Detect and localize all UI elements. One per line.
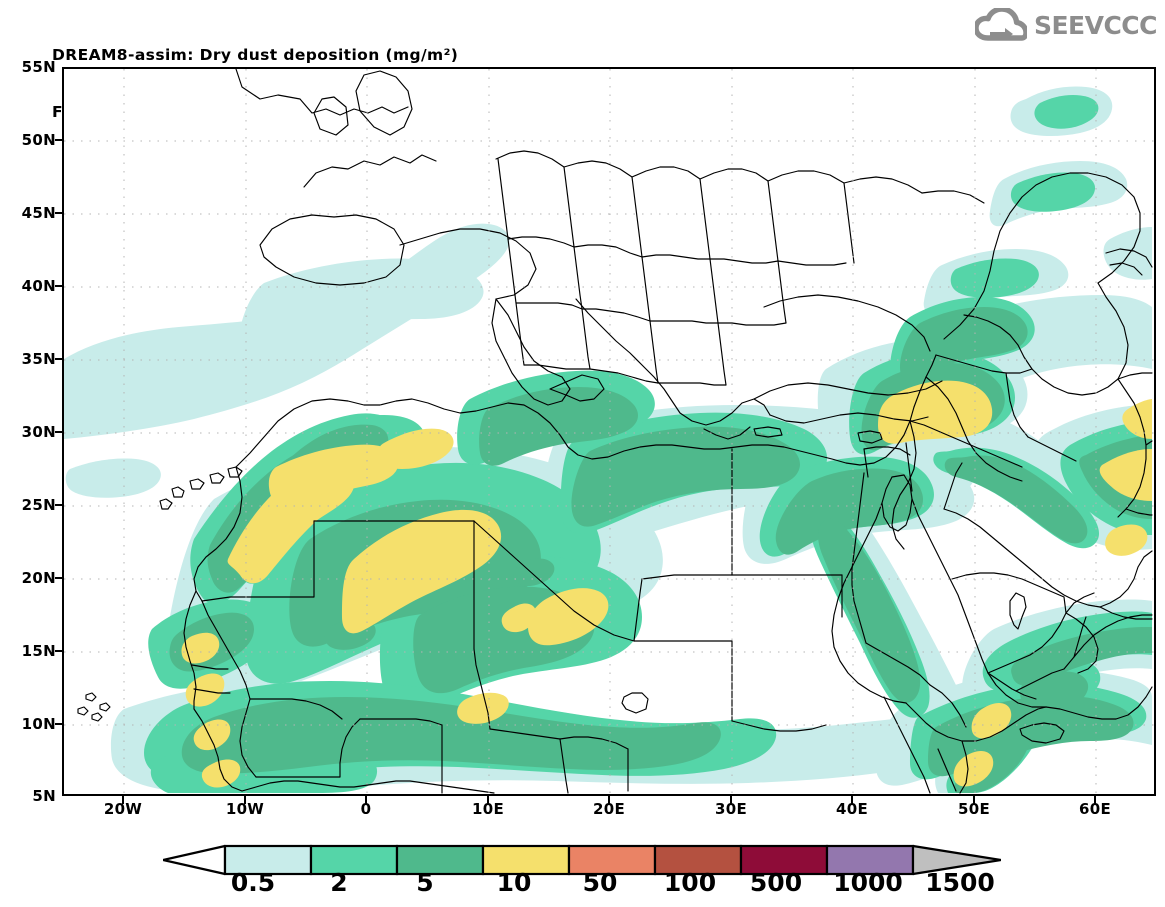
seevccc-logo-text: SEEVCCC — [1033, 10, 1158, 40]
y-tick-mark — [55, 504, 64, 506]
colorbar-band-10-50 — [481, 844, 571, 876]
map-plot-area[interactable] — [62, 67, 1156, 796]
colorbar-band-1000-1500 — [825, 844, 915, 876]
x-tick-mark — [122, 795, 124, 804]
colorbar-label-5: 5 — [416, 868, 434, 897]
y-axis-label-15N: 15N — [21, 642, 56, 660]
x-axis-label-30E: 30E — [714, 800, 748, 818]
y-axis-label-40N: 40N — [21, 277, 56, 295]
x-tick-mark — [365, 795, 367, 804]
y-axis-label-55N: 55N — [21, 58, 56, 76]
y-axis-label-10N: 10N — [21, 715, 56, 733]
seevccc-logo: SEEVCCC — [974, 8, 1158, 42]
x-tick-mark — [1094, 795, 1096, 804]
x-tick-mark — [487, 795, 489, 804]
cloud-arrow-icon — [974, 8, 1027, 41]
y-axis-label-50N: 50N — [21, 131, 56, 149]
x-axis-label-10W: 10W — [225, 800, 265, 818]
colorbar-label-50: 50 — [582, 868, 618, 897]
x-axis-label-60E: 60E — [1078, 800, 1112, 818]
x-axis-label-50E: 50E — [957, 800, 991, 818]
dust-deposition-field — [64, 69, 1154, 794]
x-tick-mark — [973, 795, 975, 804]
y-axis-label-35N: 35N — [21, 350, 56, 368]
y-axis-label-5N: 5N — [32, 787, 56, 805]
x-tick-mark — [244, 795, 246, 804]
y-tick-mark — [55, 650, 64, 652]
y-tick-mark — [55, 139, 64, 141]
x-tick-mark — [851, 795, 853, 804]
colorbar-label-1000: 1000 — [833, 868, 903, 897]
x-tick-mark — [608, 795, 610, 804]
y-axis-label-45N: 45N — [21, 204, 56, 222]
colorbar-label-1500: 1500 — [925, 868, 995, 897]
x-axis-label-40E: 40E — [835, 800, 869, 818]
header-title-line: DREAM8-assim: Dry dust deposition (mg/m²… — [52, 46, 459, 64]
colorbar-swatches — [161, 844, 1003, 876]
y-tick-mark — [55, 577, 64, 579]
y-axis-label-30N: 30N — [21, 423, 56, 441]
y-tick-mark — [55, 285, 64, 287]
colorbar[interactable] — [161, 844, 1003, 876]
colorbar-tick-labels: 0.5 2 5 10 50 100 500 1000 1500 — [0, 868, 1165, 902]
x-axis-label-10E: 10E — [471, 800, 505, 818]
colorbar-label-2: 2 — [330, 868, 348, 897]
colorbar-band-50-100 — [567, 844, 657, 876]
colorbar-over-arrow — [911, 844, 1003, 876]
x-axis-label-20E: 20E — [592, 800, 626, 818]
y-tick-mark — [55, 723, 64, 725]
x-axis-label-0: 0 — [360, 800, 372, 818]
y-tick-mark — [55, 212, 64, 214]
map-boundaries — [77, 69, 1153, 794]
y-axis-label-25N: 25N — [21, 496, 56, 514]
x-axis-label-20W: 20W — [103, 800, 143, 818]
contour-band-10-50 — [181, 380, 1152, 788]
colorbar-label-500: 500 — [749, 868, 803, 897]
x-tick-mark — [730, 795, 732, 804]
y-tick-mark — [55, 358, 64, 360]
y-tick-mark — [55, 431, 64, 433]
y-axis-label-20N: 20N — [21, 569, 56, 587]
grid-lines — [64, 69, 1154, 794]
colorbar-band-500-1000 — [739, 844, 829, 876]
colorbar-label-100: 100 — [663, 868, 717, 897]
colorbar-label-10: 10 — [496, 868, 532, 897]
colorbar-label-0_5: 0.5 — [230, 868, 276, 897]
